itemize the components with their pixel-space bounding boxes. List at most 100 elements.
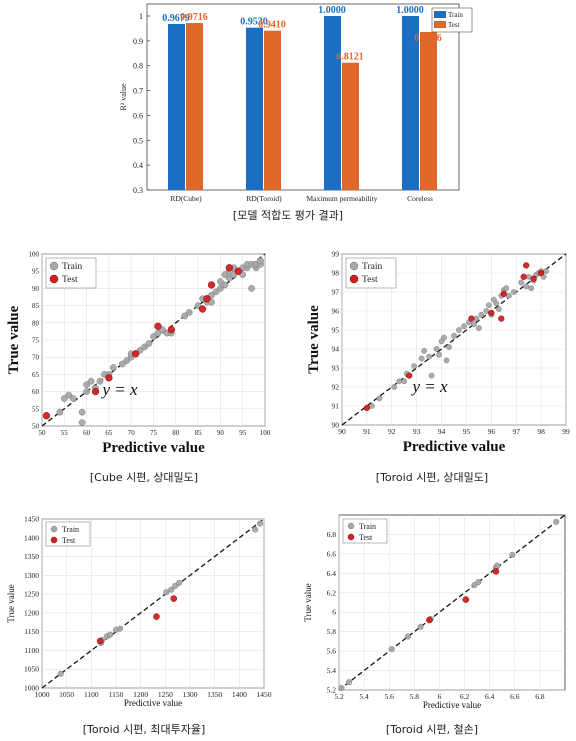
point-train bbox=[528, 285, 535, 292]
y-tick-label: 1250 bbox=[24, 590, 39, 599]
point-train bbox=[217, 278, 224, 285]
point-train bbox=[471, 321, 477, 328]
point-train bbox=[443, 357, 450, 364]
bar-legend-label: Train bbox=[448, 11, 463, 19]
x-tick-label: 1150 bbox=[109, 690, 124, 699]
bar-train bbox=[402, 16, 419, 190]
point-test bbox=[537, 269, 545, 277]
point-train bbox=[411, 363, 418, 370]
scatter-legend-label: Test bbox=[362, 275, 378, 285]
x-tick-label: 97 bbox=[512, 427, 520, 436]
y-tick-label: 1150 bbox=[24, 627, 39, 636]
y-tick-label: 95 bbox=[32, 268, 40, 276]
point-train bbox=[163, 589, 170, 596]
x-tick-label: 60 bbox=[83, 429, 91, 437]
point-train bbox=[338, 684, 345, 692]
point-train bbox=[123, 357, 131, 365]
point-train bbox=[248, 285, 255, 292]
point-test bbox=[468, 315, 475, 322]
bar-y-tick-label: 0.4 bbox=[133, 161, 143, 170]
x-tick-label: 50 bbox=[39, 429, 47, 437]
point-train bbox=[388, 646, 395, 653]
y-axis-label: True value bbox=[6, 584, 16, 622]
point-train bbox=[78, 408, 86, 416]
point-test bbox=[154, 322, 162, 330]
x-tick-label: 6.8 bbox=[535, 692, 545, 701]
point-train bbox=[391, 384, 398, 390]
point-train bbox=[69, 395, 77, 402]
r2-bar-chart: 0.3 0.4 0.5 0.6 0.7 0.8 0.9 1 R² value RD(Cube) 0.… bbox=[119, 3, 473, 203]
x-tick-label: 1000 bbox=[35, 690, 50, 699]
point-train bbox=[212, 288, 220, 296]
point-train bbox=[256, 520, 264, 527]
x-tick-label: 6.2 bbox=[460, 692, 470, 701]
scatter-legend-marker bbox=[50, 536, 58, 544]
point-train bbox=[510, 289, 517, 295]
bar-value-label: 0.9716 bbox=[180, 12, 208, 23]
x-tick-label: 70 bbox=[128, 429, 136, 437]
point-test bbox=[492, 568, 500, 575]
scatter-legend-marker bbox=[347, 533, 355, 541]
scatter-legend-marker bbox=[347, 522, 355, 530]
bar-test bbox=[264, 30, 281, 191]
point-train bbox=[478, 311, 485, 318]
y-tick-label: 1000 bbox=[24, 684, 39, 693]
point-test bbox=[203, 295, 211, 303]
y-tick-label: 95 bbox=[332, 326, 340, 335]
x-axis-label: Predictive value bbox=[423, 700, 481, 710]
bar-train bbox=[324, 16, 341, 190]
x-tick-label: 6.6 bbox=[510, 692, 520, 701]
bar-y-tick-label: 1 bbox=[139, 12, 143, 21]
scatter-legend-marker bbox=[50, 525, 58, 533]
x-tick-label: 55 bbox=[61, 429, 69, 437]
caption-toroid-density: [Toroid 시편, 상대밀도] bbox=[375, 471, 489, 484]
x-axis-label: Predictive value bbox=[403, 439, 506, 455]
y-tick-label: 91 bbox=[332, 402, 340, 411]
y-tick-label: 100 bbox=[29, 251, 40, 259]
y-tick-label: 75 bbox=[32, 337, 40, 345]
y-tick-label: 5.2 bbox=[327, 686, 337, 695]
bar-category-label: Maximum permeability bbox=[306, 194, 377, 203]
y-tick-label: 6.8 bbox=[327, 530, 337, 539]
caption-toroid-permeability: [Toroid 시편, 최대투자율] bbox=[82, 723, 206, 736]
point-train bbox=[451, 332, 457, 339]
y-axis-label: True value bbox=[306, 305, 322, 374]
x-tick-label: 95 bbox=[239, 429, 247, 437]
point-test bbox=[96, 637, 104, 645]
bar-test bbox=[420, 32, 437, 191]
point-train bbox=[396, 378, 403, 385]
y-tick-label: 99 bbox=[332, 250, 340, 259]
point-test bbox=[198, 305, 207, 313]
point-train bbox=[433, 346, 440, 352]
bar-train bbox=[168, 23, 185, 191]
point-test bbox=[498, 315, 505, 322]
point-train bbox=[185, 309, 193, 316]
point-train bbox=[376, 395, 383, 402]
bar-test bbox=[342, 62, 359, 190]
point-train bbox=[456, 327, 462, 333]
point-train bbox=[96, 377, 104, 385]
scatter-toroid-permeability: 1000 1050 1100 1150 1200 1250 1300 1350 1400 1450… bbox=[6, 515, 272, 709]
x-tick-label: 5.6 bbox=[385, 692, 395, 701]
y-tick-label: 5.6 bbox=[327, 647, 337, 656]
scatter-legend-label: Train bbox=[62, 262, 82, 272]
x-tick-label: 6 bbox=[438, 692, 442, 701]
scatter-toroid-loss: 5.2 5.4 5.6 5.8 6 6.2 6.4 6.6 6.8 5.2 5.4 5.6 5.8 6 6.… bbox=[303, 514, 566, 710]
y-tick-label: 6 bbox=[332, 608, 336, 617]
bar-value-label: 1.0000 bbox=[396, 5, 424, 16]
point-test bbox=[132, 350, 140, 358]
point-train bbox=[57, 670, 64, 677]
y-tick-label: 85 bbox=[32, 302, 40, 310]
point-test bbox=[167, 326, 175, 334]
x-tick-label: 85 bbox=[195, 429, 203, 437]
point-test bbox=[207, 281, 216, 289]
x-tick-label: 94 bbox=[438, 427, 446, 436]
point-train bbox=[150, 333, 157, 340]
x-tick-label: 92 bbox=[388, 427, 396, 436]
x-tick-label: 1350 bbox=[207, 690, 222, 699]
y-tick-label: 6.4 bbox=[327, 569, 337, 578]
x-tick-label: 65 bbox=[105, 429, 113, 437]
point-test bbox=[105, 374, 113, 382]
point-train bbox=[426, 353, 433, 360]
point-train bbox=[421, 347, 428, 354]
